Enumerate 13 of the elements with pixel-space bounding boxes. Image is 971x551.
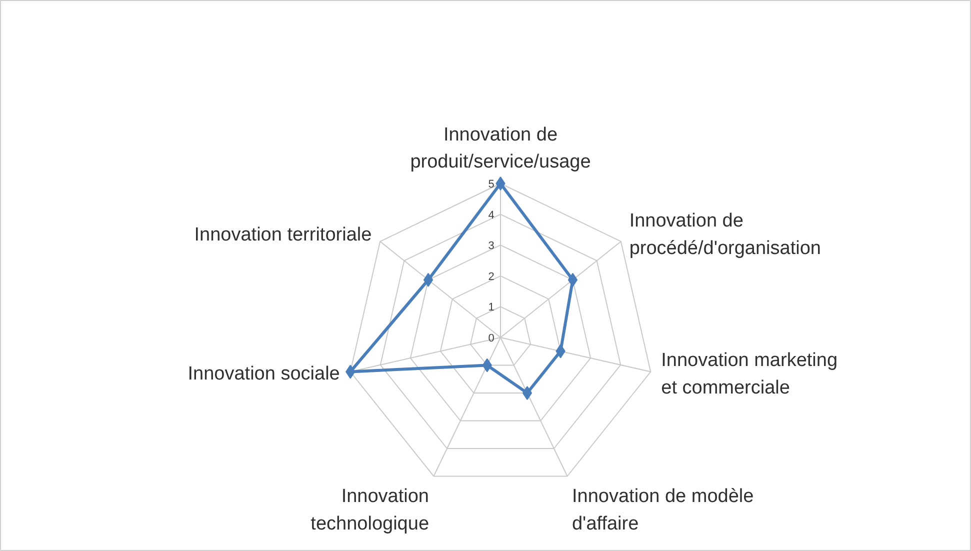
spoke-label: Innovation de modèle d'affaire [572,486,754,534]
spoke-label: Innovation territoriale [194,224,372,246]
y-tick-label: 2 [488,270,494,283]
spoke-label: Innovation de produit/service/usage [410,124,591,173]
spoke-label: Innovation technologique [310,486,430,534]
y-tick-label: 1 [488,302,494,314]
spoke-label: Innovation marketing et commerciale [661,350,838,398]
y-tick-label: 4 [488,209,494,222]
spoke-label: Innovation sociale [188,364,340,385]
y-tick-label: 5 [488,178,494,190]
y-tick-label: 3 [488,240,494,252]
spoke-label: Innovation de procédé/d'organisation [629,210,821,259]
y-tick-label: 0 [488,332,494,344]
